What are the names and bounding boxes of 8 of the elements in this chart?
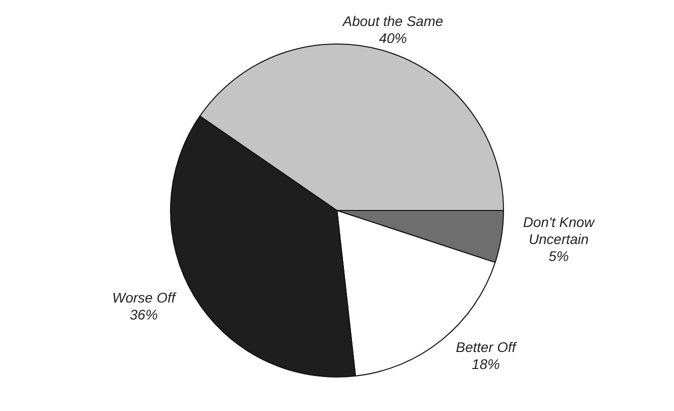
slice-label: About the Same [342,12,444,29]
data-label: 18% [472,356,500,372]
slice-label: Worse Off [112,290,178,306]
data-label: 40% [378,30,407,46]
data-label: 36% [130,306,158,323]
data-label: 5% [548,248,569,264]
slice-label: Don't Know Uncertain [523,214,596,248]
slice-label: Better Off [456,339,518,356]
